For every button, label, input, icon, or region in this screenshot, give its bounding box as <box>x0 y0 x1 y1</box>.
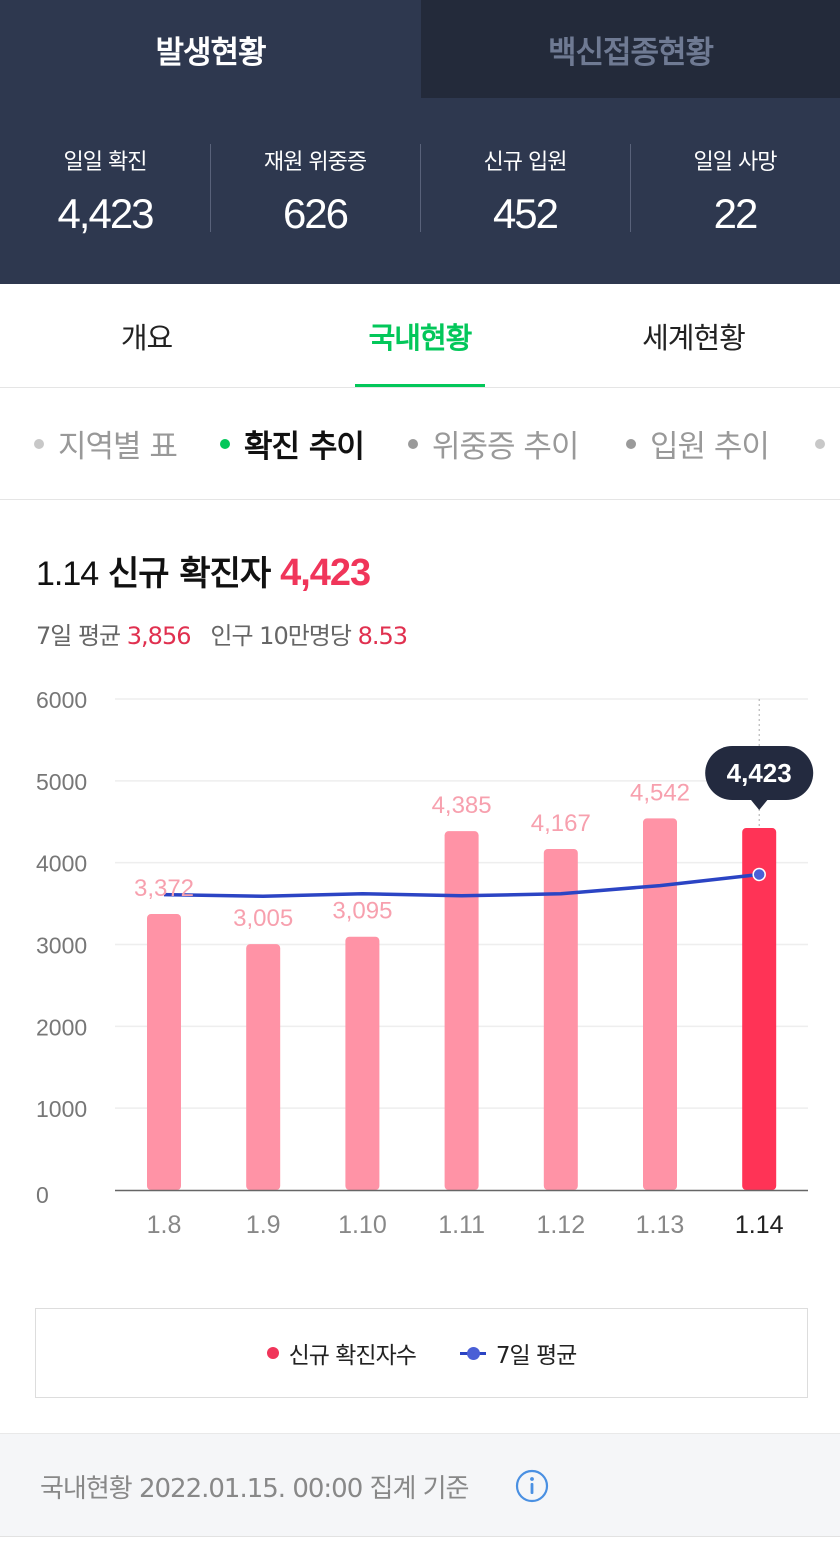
y-tick-label: 3000 <box>36 933 87 959</box>
y-tick-label: 0 <box>36 1182 49 1208</box>
subtab-label: 입원 추이 <box>650 429 770 465</box>
stat-daily-confirmed: 일일 확진 4,423 <box>0 130 210 240</box>
stat-value: 22 <box>713 190 759 237</box>
average-line <box>163 872 760 898</box>
sub-tab-bar: 지역별 표 확진 추이 위중증 추이 입원 추이 <box>0 388 840 500</box>
bar <box>147 914 181 1190</box>
stat-value: 626 <box>282 190 349 237</box>
legend-label: 7일 평균 <box>495 1343 577 1369</box>
subtab-hospital-trend[interactable]: 입원 추이 <box>626 388 770 499</box>
y-tick-label: 1000 <box>36 1096 87 1122</box>
bullet-dot-icon <box>815 438 825 449</box>
y-tick-label: 6000 <box>36 687 87 713</box>
x-tick-label: 1.8 <box>147 1211 182 1239</box>
stats-row: 일일 확진 4,423 재원 위중증 626 신규 입원 452 일일 사망 2… <box>0 130 840 240</box>
stat-label: 신규 입원 <box>483 150 568 175</box>
headline-date: 1.14 <box>36 555 99 593</box>
bar <box>543 849 578 1190</box>
subtab-label: 지역별 표 <box>58 429 178 465</box>
tab-overview[interactable]: 개요 <box>120 320 173 355</box>
per-capita-value: 8.53 <box>357 622 408 650</box>
stat-value: 452 <box>492 190 559 237</box>
info-icon[interactable] <box>515 1469 549 1503</box>
headline-title: 신규 확진자 <box>108 554 271 594</box>
stat-label: 일일 사망 <box>693 150 778 175</box>
bullet-dot-icon <box>34 438 44 449</box>
stat-new-hospitalized: 신규 입원 452 <box>420 130 630 240</box>
subtab-label: 확진 추이 <box>244 429 365 465</box>
x-tick-label: 1.10 <box>338 1211 387 1239</box>
chart-headline: 1.14 신규 확진자 4,423 <box>36 546 371 595</box>
tab-domestic[interactable]: 국내현황 <box>293 284 547 387</box>
summary-panel: 발생현황 백신접종현황 일일 확진 4,423 재원 위중증 626 신규 입원… <box>0 0 840 284</box>
chart-legend: 신규 확진자수 7일 평균 <box>35 1308 808 1398</box>
headline-value: 4,423 <box>280 552 371 594</box>
x-tick-label: 1.14 <box>735 1211 784 1239</box>
x-tick-label: 1.9 <box>246 1211 281 1239</box>
legend-label: 신규 확진자수 <box>288 1343 417 1369</box>
subtab-next-partial[interactable] <box>815 388 839 499</box>
data-label: 4,542 <box>630 779 690 806</box>
stat-daily-deaths: 일일 사망 22 <box>630 130 840 240</box>
x-tick-label: 1.13 <box>636 1211 685 1239</box>
chart-subline: 7일 평균 3,856 인구 10만명당 8.53 <box>36 616 408 651</box>
legend-dot-icon <box>266 1347 279 1359</box>
per-capita-label: 인구 10만명당 <box>210 622 352 650</box>
bar <box>246 944 281 1190</box>
bullet-dot-icon <box>626 438 636 449</box>
tooltip-bubble <box>705 746 814 801</box>
bar <box>345 936 380 1190</box>
legend-line-marker-icon <box>459 1346 486 1360</box>
data-basis-text: 국내현황 2022.01.15. 00:00 집계 기준 <box>40 1474 469 1504</box>
bar <box>444 831 479 1190</box>
stat-label: 재원 위중증 <box>263 150 367 175</box>
bar <box>643 818 677 1190</box>
legend-item-average: 7일 평균 <box>459 1336 577 1370</box>
confirmed-cases-chart[interactable]: 0 1000 2000 3000 4000 5000 6000 3,372 3,005 3,095… <box>0 680 840 1260</box>
avg-value: 3,856 <box>126 622 192 650</box>
tooltip-value: 4,423 <box>727 758 792 788</box>
y-tick-label: 5000 <box>36 769 87 795</box>
main-tab-bar: 개요 국내현황 세계현황 <box>0 284 840 388</box>
subtab-region-table[interactable]: 지역별 표 <box>34 388 178 499</box>
data-label: 3,372 <box>134 875 194 902</box>
bar <box>742 828 777 1190</box>
x-tick-label: 1.12 <box>536 1211 585 1239</box>
tooltip-pointer <box>750 799 769 811</box>
top-tab-bar: 발생현황 백신접종현황 <box>0 0 840 98</box>
stat-value: 4,423 <box>57 190 154 237</box>
x-tick-label: 1.11 <box>438 1211 485 1239</box>
subtab-critical-trend[interactable]: 위중증 추이 <box>408 388 579 499</box>
stat-critical: 재원 위중증 626 <box>210 130 420 240</box>
stat-label: 일일 확진 <box>63 150 148 175</box>
data-label: 3,005 <box>233 905 293 932</box>
avg-label: 7일 평균 <box>36 622 121 650</box>
bullet-dot-icon <box>408 438 418 449</box>
y-tick-label: 4000 <box>36 851 87 877</box>
y-tick-label: 2000 <box>36 1014 87 1040</box>
data-label: 3,095 <box>332 898 392 925</box>
data-label: 4,167 <box>531 810 591 837</box>
average-point <box>752 867 766 882</box>
legend-item-confirmed: 신규 확진자수 <box>266 1336 417 1370</box>
subtab-confirmed-trend[interactable]: 확진 추이 <box>220 388 365 499</box>
footer-bar: 국내현황 2022.01.15. 00:00 집계 기준 <box>0 1433 840 1537</box>
bullet-dot-icon <box>220 438 230 449</box>
tab-world[interactable]: 세계현황 <box>642 320 746 355</box>
subtab-label: 위중증 추이 <box>432 429 579 465</box>
data-label: 4,385 <box>432 792 492 819</box>
tab-outbreak-status[interactable]: 발생현황 <box>0 0 421 98</box>
tab-vaccination-status[interactable]: 백신접종현황 <box>421 0 840 98</box>
